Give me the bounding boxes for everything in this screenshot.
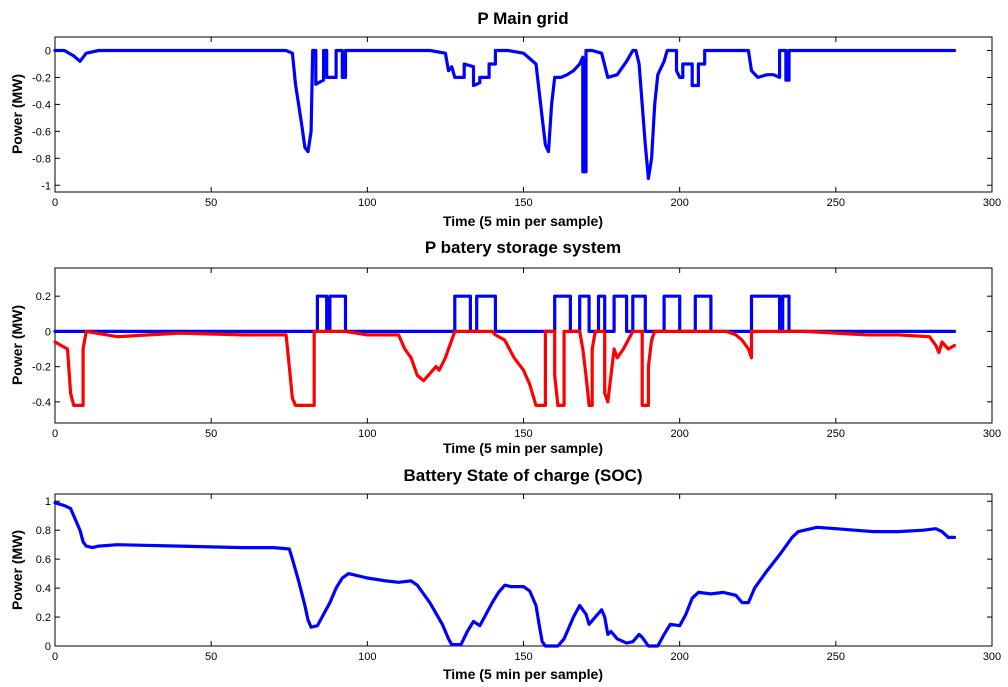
x-tick-label: 250	[827, 197, 845, 209]
y-tick-label: 0	[45, 641, 51, 653]
y-tick-label: -0.8	[32, 153, 51, 165]
plot-series	[53, 294, 957, 407]
y-tick-label: -1	[41, 180, 51, 192]
y-tick-label: -0.2	[32, 72, 51, 84]
plot-area	[54, 36, 993, 193]
y-tick-label: -0.6	[32, 126, 51, 138]
x-tick-label: 0	[52, 197, 58, 209]
x-tick-label: 200	[670, 428, 688, 440]
x-tick-label: 100	[358, 651, 376, 663]
x-tick-label: 50	[205, 651, 217, 663]
x-tick-label: 150	[514, 651, 532, 663]
x-tick-label: 250	[827, 428, 845, 440]
x-tick-label: 100	[358, 428, 376, 440]
y-tick-label: -0.2	[32, 362, 51, 374]
series-line-1	[53, 501, 957, 648]
y-tick-label: 0.8	[36, 525, 51, 537]
y-tick-label: -0.4	[32, 397, 51, 409]
subplot-battery-storage: P batery storage system 0 50 100 150 200 250 3…	[9, 238, 1001, 456]
y-axis-label: Power (MW)	[9, 305, 25, 385]
series-line-1	[53, 48, 957, 181]
y-tick-label: 0.4	[36, 583, 51, 595]
x-tick-label: 50	[205, 197, 217, 209]
axis-ticks: 0 50 100 150 200 250 300 -0.4 -0.2 0 0.2	[32, 268, 1001, 440]
x-tick-label: 300	[983, 428, 1001, 440]
plot-series	[53, 48, 957, 181]
subplot-soc: Battery State of charge (SOC) 0 50 100 150 2…	[9, 466, 1001, 682]
y-tick-label: 0.2	[36, 612, 51, 624]
x-tick-label: 150	[514, 197, 532, 209]
subplot-main-grid: P Main grid 0 50 100 150 200 250 300 -1 -0.8 -0.6…	[9, 9, 1001, 229]
y-axis-label: Power (MW)	[9, 74, 25, 154]
y-tick-label: -0.4	[32, 99, 51, 111]
x-tick-label: 300	[983, 197, 1001, 209]
x-axis-label: Time (5 min per sample)	[443, 666, 603, 682]
chart-title: P batery storage system	[425, 238, 621, 257]
plot-area	[54, 493, 993, 647]
chart-title: Battery State of charge (SOC)	[404, 466, 643, 485]
x-tick-label: 100	[358, 197, 376, 209]
y-axis-label: Power (MW)	[9, 530, 25, 610]
x-axis-label: Time (5 min per sample)	[443, 440, 603, 456]
axis-ticks: 0 50 100 150 200 250 300 0 0.2 0.4 0.6 0.8 1	[36, 494, 1001, 663]
x-tick-label: 50	[205, 428, 217, 440]
y-tick-label: 0.6	[36, 554, 51, 566]
y-tick-label: 1	[45, 496, 51, 508]
x-tick-label: 200	[670, 651, 688, 663]
x-tick-label: 300	[983, 651, 1001, 663]
y-tick-label: 0.2	[36, 291, 51, 303]
plot-series	[53, 501, 957, 648]
x-tick-label: 0	[52, 428, 58, 440]
y-tick-label: 0	[45, 45, 51, 57]
chart-title: P Main grid	[477, 9, 568, 28]
x-tick-label: 150	[514, 428, 532, 440]
x-tick-label: 250	[827, 651, 845, 663]
y-tick-label: 0	[45, 326, 51, 338]
plot-area	[54, 267, 993, 424]
x-tick-label: 0	[52, 651, 58, 663]
series-line-2	[53, 329, 957, 407]
axis-ticks: 0 50 100 150 200 250 300 -1 -0.8 -0.6 -0.4 -0.2 0	[32, 37, 1001, 209]
x-axis-label: Time (5 min per sample)	[443, 213, 603, 229]
x-tick-label: 200	[670, 197, 688, 209]
